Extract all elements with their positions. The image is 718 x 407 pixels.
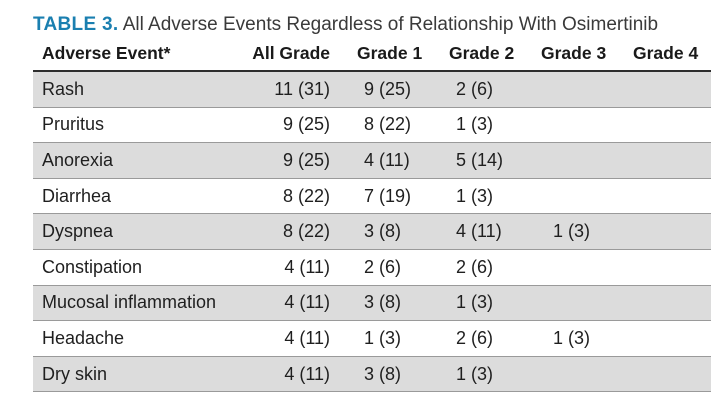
table-header-row: Adverse Event* All Grade Grade 1 Grade 2… — [33, 37, 711, 72]
cell-all-grade: 4 (11) — [284, 327, 330, 348]
cell-all-grade: 8 (22) — [282, 185, 330, 206]
table-row: Dyspnea 8 (22) 3 (8) 4 (11) 1 (3) — [33, 214, 711, 250]
cell-grade-3: 1 (3) — [553, 221, 591, 242]
table-row: Constipation 4 (11) 2 (6) 2 (6) — [33, 250, 711, 286]
cell-grade-1: 8 (22) — [364, 114, 412, 135]
table-row: Dry skin 4 (11) 3 (8) 1 (3) — [33, 356, 711, 393]
header-grade-1: Grade 1 — [357, 43, 423, 63]
cell-grade-2: 5 (14) — [456, 149, 504, 170]
cell-adverse-event: Pruritus — [42, 114, 105, 135]
cell-adverse-event: Constipation — [42, 256, 143, 277]
cell-grade-1: 3 (8) — [364, 363, 402, 384]
cell-grade-2: 2 (6) — [456, 327, 494, 348]
adverse-events-table: Adverse Event* All Grade Grade 1 Grade 2… — [33, 37, 711, 393]
cell-adverse-event: Dry skin — [42, 363, 108, 384]
cell-adverse-event: Rash — [42, 78, 85, 99]
table-row: Anorexia 9 (25) 4 (11) 5 (14) — [33, 143, 711, 179]
table-row: Diarrhea 8 (22) 7 (19) 1 (3) — [33, 179, 711, 215]
table-title: All Adverse Events Regardless of Relatio… — [122, 14, 659, 35]
header-grade-4: Grade 4 — [633, 43, 699, 63]
cell-grade-1: 1 (3) — [364, 327, 402, 348]
cell-adverse-event: Diarrhea — [42, 185, 112, 206]
cell-grade-1: 3 (8) — [364, 292, 402, 313]
table-row: Headache 4 (11) 1 (3) 2 (6) 1 (3) — [33, 321, 711, 357]
cell-grade-2: 1 (3) — [456, 114, 494, 135]
cell-all-grade: 8 (22) — [282, 221, 330, 242]
header-grade-3: Grade 3 — [541, 43, 607, 63]
table-row: Pruritus 9 (25) 8 (22) 1 (3) — [33, 108, 711, 144]
cell-all-grade: 4 (11) — [284, 256, 330, 277]
cell-all-grade: 4 (11) — [284, 363, 330, 384]
cell-all-grade: 9 (25) — [282, 149, 330, 170]
cell-grade-2: 2 (6) — [456, 78, 494, 99]
cell-grade-1: 2 (6) — [364, 256, 402, 277]
cell-adverse-event: Dyspnea — [42, 221, 114, 242]
table-row: Mucosal inflammation 4 (11) 3 (8) 1 (3) — [33, 285, 711, 322]
cell-grade-1: 7 (19) — [364, 185, 412, 206]
cell-adverse-event: Mucosal inflammation — [42, 292, 217, 313]
cell-adverse-event: Headache — [42, 327, 125, 348]
cell-grade-2: 4 (11) — [456, 221, 502, 242]
cell-grade-2: 1 (3) — [456, 292, 494, 313]
cell-grade-1: 4 (11) — [364, 149, 410, 170]
cell-grade-2: 2 (6) — [456, 256, 494, 277]
cell-all-grade: 9 (25) — [282, 114, 330, 135]
cell-all-grade: 4 (11) — [284, 292, 330, 313]
header-all-grade: All Grade — [252, 43, 330, 63]
header-adverse-event: Adverse Event* — [42, 43, 171, 63]
table-row: Rash 11 (31) 9 (25) 2 (6) — [33, 72, 711, 108]
header-grade-2: Grade 2 — [449, 43, 515, 63]
table-label: TABLE 3. — [33, 14, 119, 35]
table-caption: TABLE 3. All Adverse Events Regardless o… — [33, 12, 713, 38]
cell-grade-2: 1 (3) — [456, 185, 494, 206]
cell-grade-1: 3 (8) — [364, 221, 402, 242]
cell-adverse-event: Anorexia — [42, 149, 114, 170]
cell-grade-2: 1 (3) — [456, 363, 494, 384]
cell-grade-1: 9 (25) — [364, 78, 412, 99]
cell-grade-3: 1 (3) — [553, 327, 591, 348]
cell-all-grade: 11 (31) — [274, 78, 330, 99]
